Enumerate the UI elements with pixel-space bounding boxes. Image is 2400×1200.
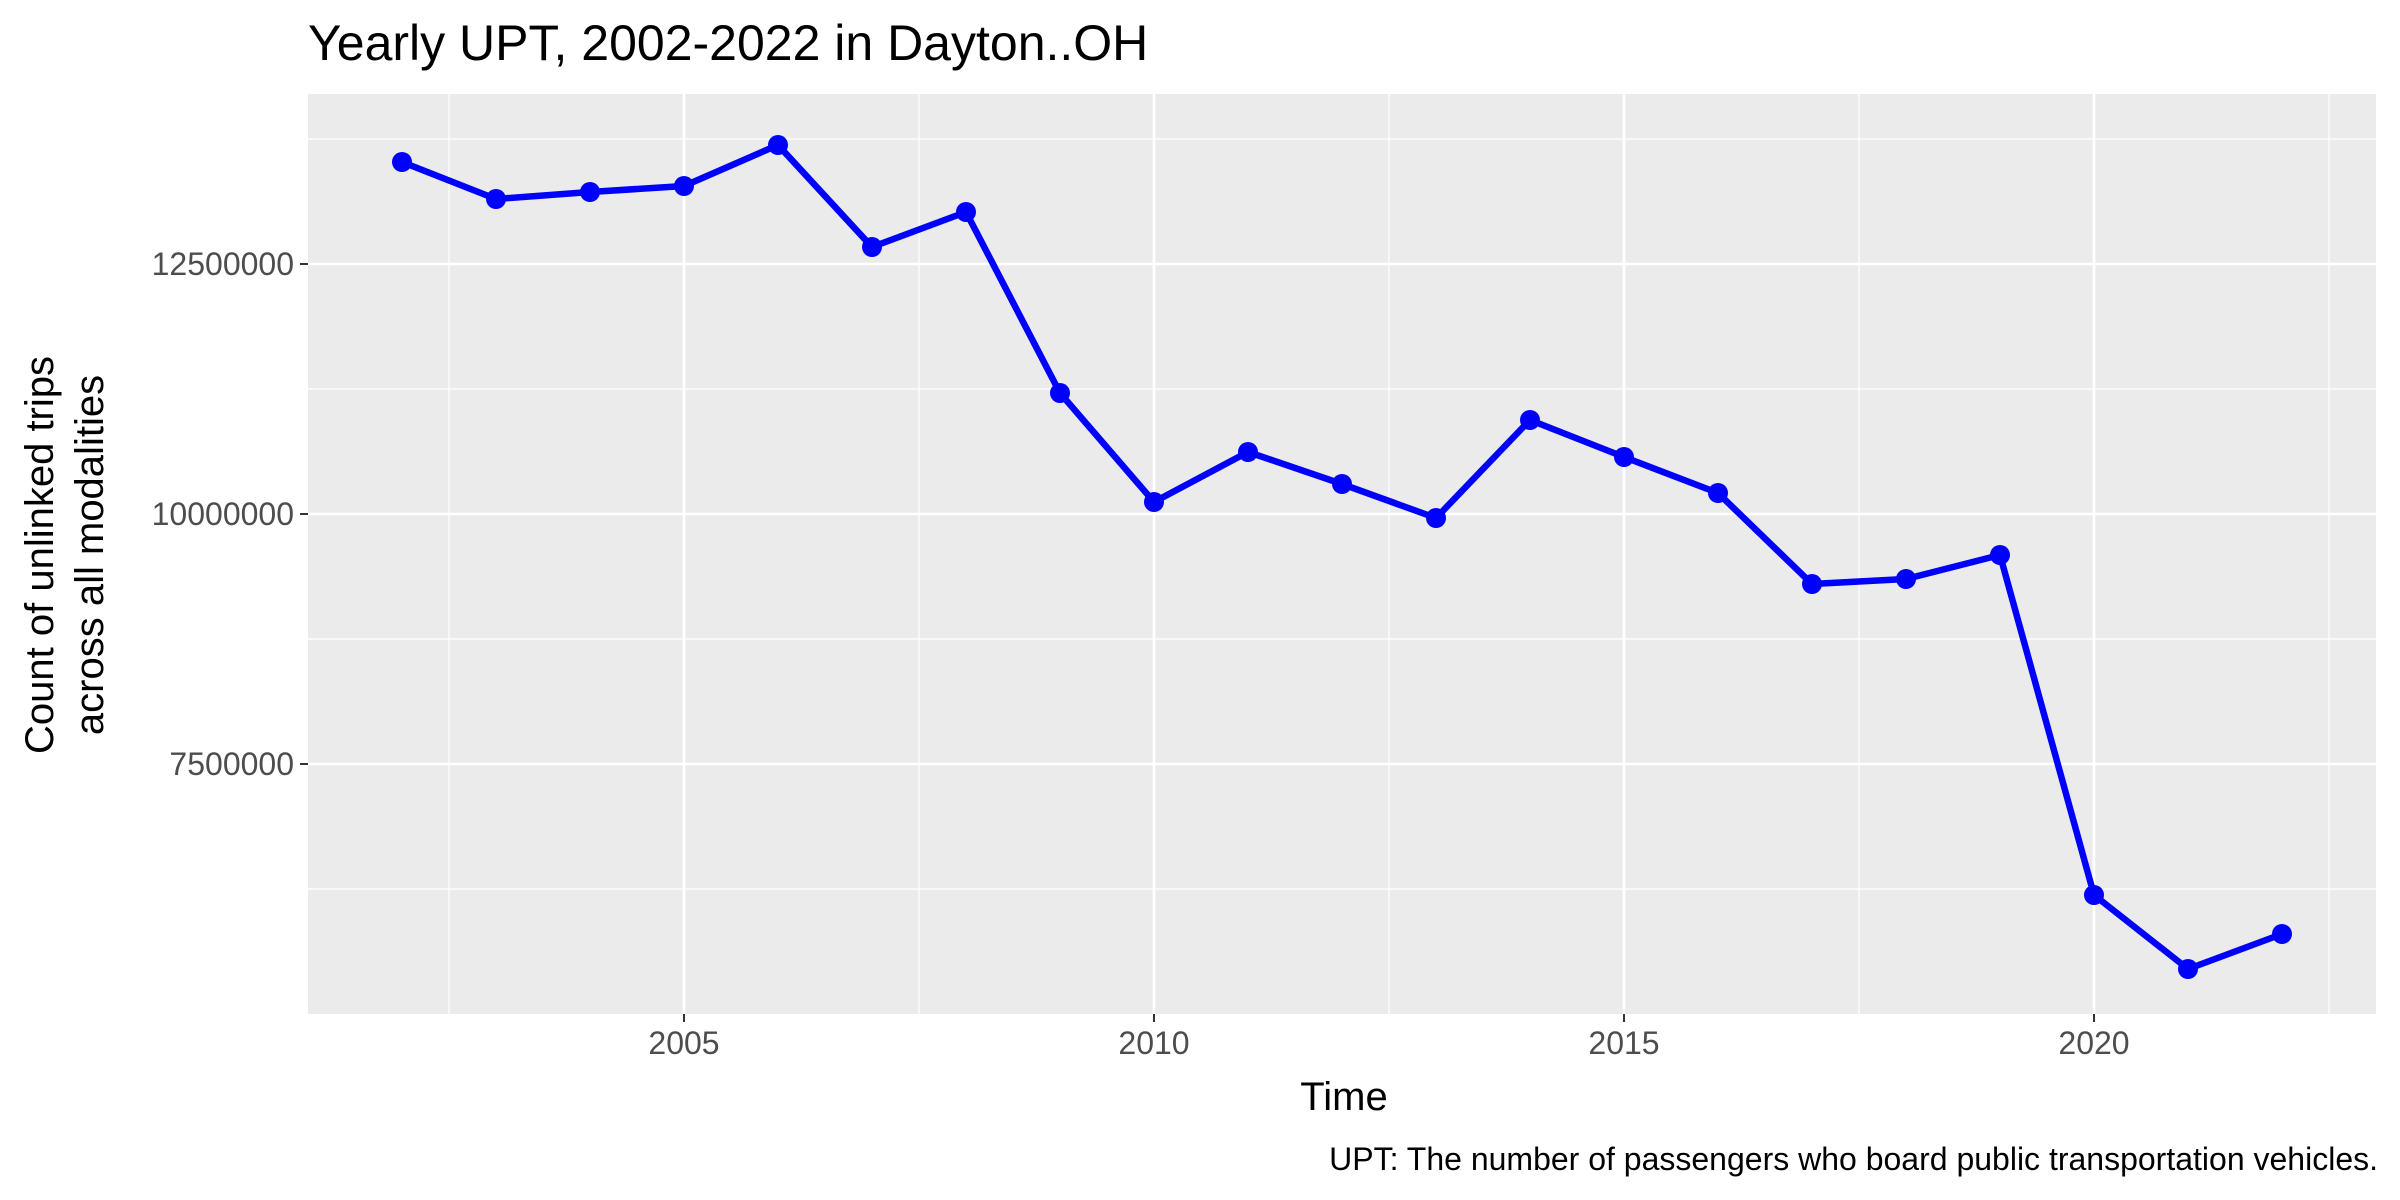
data-point: [1708, 483, 1728, 503]
x-tick-label: 2015: [1588, 1025, 1659, 1061]
minor-gridlines: [308, 94, 2376, 1014]
data-point: [2178, 959, 2198, 979]
x-tick-label: 2020: [2058, 1025, 2129, 1061]
data-point: [1802, 574, 1822, 594]
data-point: [1614, 447, 1634, 467]
x-tick-label: 2010: [1118, 1025, 1189, 1061]
x-axis: 2005 2010 2015 2020: [648, 1014, 2130, 1061]
y-tick-label: 12500000: [152, 246, 294, 282]
data-point: [956, 202, 976, 222]
data-point: [1426, 508, 1446, 528]
data-point: [1144, 492, 1164, 512]
data-point: [862, 237, 882, 257]
y-tick-label: 10000000: [152, 496, 294, 532]
data-point: [1332, 474, 1352, 494]
data-point: [2272, 924, 2292, 944]
data-point: [2084, 885, 2104, 905]
chart-caption: UPT: The number of passengers who board …: [1329, 1141, 2378, 1177]
data-point: [674, 176, 694, 196]
data-point: [1896, 569, 1916, 589]
x-tick-label: 2005: [648, 1025, 719, 1061]
y-axis-title-line-2: across all modalities: [68, 375, 112, 735]
plot-panel: [308, 94, 2376, 1014]
chart-title: Yearly UPT, 2002-2022 in Dayton..OH: [308, 15, 1148, 71]
data-point: [486, 189, 506, 209]
data-point: [768, 135, 788, 155]
major-gridlines: [308, 94, 2376, 1014]
data-point: [1238, 442, 1258, 462]
x-axis-title: Time: [1300, 1075, 1387, 1119]
data-points: [392, 135, 2292, 979]
data-point: [1050, 383, 1070, 403]
y-tick-label: 7500000: [169, 746, 294, 782]
data-point: [1990, 545, 2010, 565]
data-point: [1520, 410, 1540, 430]
y-axis: 7500000 10000000 12500000: [152, 246, 308, 782]
data-point: [580, 182, 600, 202]
y-axis-title-line-1: Count of unlinked trips: [18, 356, 62, 754]
data-point: [392, 152, 412, 172]
